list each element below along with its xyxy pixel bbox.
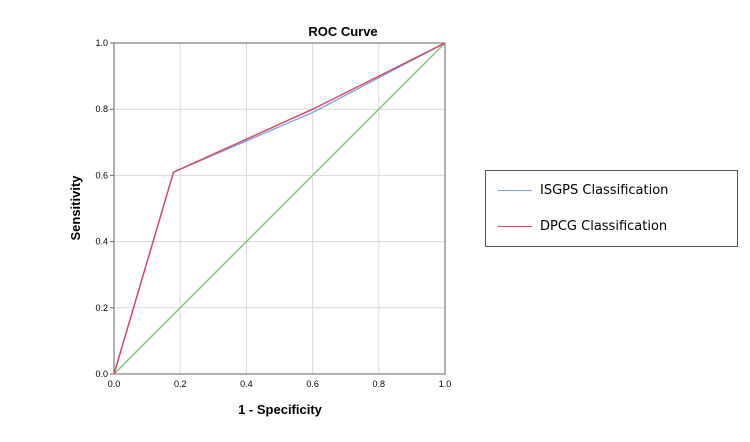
y-tick-label: 0.6: [95, 170, 108, 180]
series-line-reference-line: [113, 42, 446, 375]
chart-title: ROC Curve: [308, 24, 377, 39]
legend-swatch-dpcg: [498, 225, 532, 227]
y-tick-label: 0.2: [95, 303, 108, 313]
x-tick-label: 0.2: [174, 379, 187, 389]
x-tick-label: 0.8: [373, 379, 386, 389]
y-tick-label: 0.8: [95, 104, 108, 114]
legend-item-dpcg: DPCG Classification: [498, 216, 667, 236]
legend: ISGPS Classification DPCG Classification: [485, 170, 738, 247]
series-group: [113, 42, 446, 375]
y-tick-label: 1.0: [95, 38, 108, 48]
legend-label-dpcg: DPCG Classification: [540, 218, 668, 234]
x-tick-label: 1.0: [439, 379, 452, 389]
y-tick-label: 0.0: [95, 369, 108, 379]
y-axis-label: Sensitivity: [68, 175, 83, 241]
y-axis-ticks: 0.0 0.2 0.4 0.6 0.8 1.0: [95, 38, 114, 379]
x-axis-ticks: 0.0 0.2 0.4 0.6 0.8 1.0: [108, 379, 452, 389]
plot-frame: [113, 42, 446, 375]
x-axis-label: 1 - Specificity: [238, 402, 323, 417]
x-tick-label: 0.6: [306, 379, 319, 389]
legend-item-isgps: ISGPS Classification: [498, 180, 668, 200]
legend-swatch-isgps: [498, 189, 532, 191]
y-tick-label: 0.4: [95, 237, 108, 247]
x-tick-label: 0.0: [108, 379, 121, 389]
legend-label-isgps: ISGPS Classification: [540, 182, 669, 198]
series-line-dpcg-classification: [113, 42, 446, 375]
x-tick-label: 0.4: [240, 379, 253, 389]
